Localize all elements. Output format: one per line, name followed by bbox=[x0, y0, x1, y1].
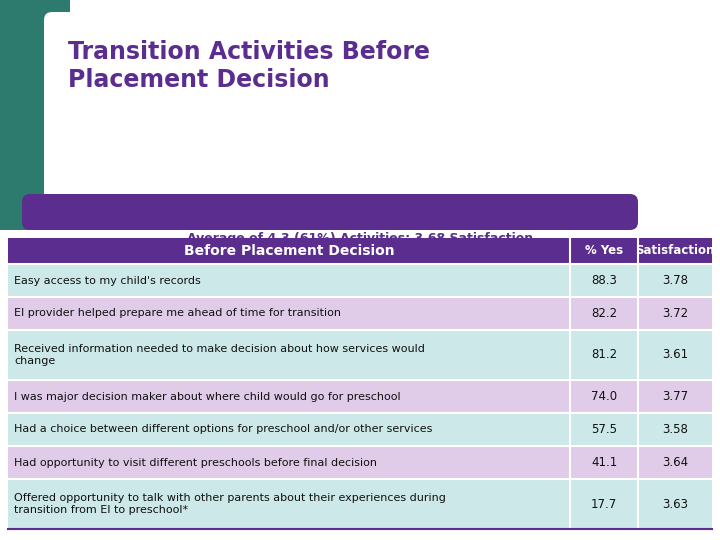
FancyBboxPatch shape bbox=[44, 12, 715, 228]
Bar bbox=[8, 380, 712, 413]
Text: 3.61: 3.61 bbox=[662, 348, 688, 361]
Bar bbox=[8, 297, 712, 330]
Text: Easy access to my child's records: Easy access to my child's records bbox=[14, 275, 201, 286]
Text: Offered opportunity to talk with other parents about their experiences during
tr: Offered opportunity to talk with other p… bbox=[14, 493, 446, 515]
Bar bbox=[8, 446, 712, 479]
Bar bbox=[8, 264, 712, 297]
Text: 57.5: 57.5 bbox=[591, 423, 617, 436]
Bar bbox=[8, 413, 712, 446]
Text: Average of 4.3 (61%) Activities; 3.68 Satisfaction: Average of 4.3 (61%) Activities; 3.68 Sa… bbox=[187, 232, 533, 245]
Text: Had opportunity to visit different preschools before final decision: Had opportunity to visit different presc… bbox=[14, 457, 377, 468]
Bar bbox=[8, 479, 712, 529]
Text: Received information needed to make decision about how services would
change: Received information needed to make deci… bbox=[14, 344, 425, 366]
Text: 3.64: 3.64 bbox=[662, 456, 688, 469]
Text: 3.78: 3.78 bbox=[662, 274, 688, 287]
Text: 3.63: 3.63 bbox=[662, 497, 688, 510]
Text: 82.2: 82.2 bbox=[591, 307, 617, 320]
Text: 3.58: 3.58 bbox=[662, 423, 688, 436]
Text: EI provider helped prepare me ahead of time for transition: EI provider helped prepare me ahead of t… bbox=[14, 308, 341, 319]
Text: Transition Activities Before
Placement Decision: Transition Activities Before Placement D… bbox=[68, 40, 430, 92]
Text: I was major decision maker about where child would go for preschool: I was major decision maker about where c… bbox=[14, 392, 400, 402]
Bar bbox=[0, 0, 70, 230]
Text: 74.0: 74.0 bbox=[591, 390, 617, 403]
FancyBboxPatch shape bbox=[22, 194, 638, 230]
Text: % Yes: % Yes bbox=[585, 245, 623, 258]
Text: Satisfaction: Satisfaction bbox=[635, 245, 715, 258]
Bar bbox=[8, 330, 712, 380]
Bar bbox=[8, 238, 712, 264]
Text: 41.1: 41.1 bbox=[591, 456, 617, 469]
Text: Before Placement Decision: Before Placement Decision bbox=[184, 244, 395, 258]
Text: 3.72: 3.72 bbox=[662, 307, 688, 320]
Text: 81.2: 81.2 bbox=[591, 348, 617, 361]
Text: 88.3: 88.3 bbox=[591, 274, 617, 287]
Text: 3.77: 3.77 bbox=[662, 390, 688, 403]
Text: 17.7: 17.7 bbox=[591, 497, 617, 510]
Text: Had a choice between different options for preschool and/or other services: Had a choice between different options f… bbox=[14, 424, 433, 435]
